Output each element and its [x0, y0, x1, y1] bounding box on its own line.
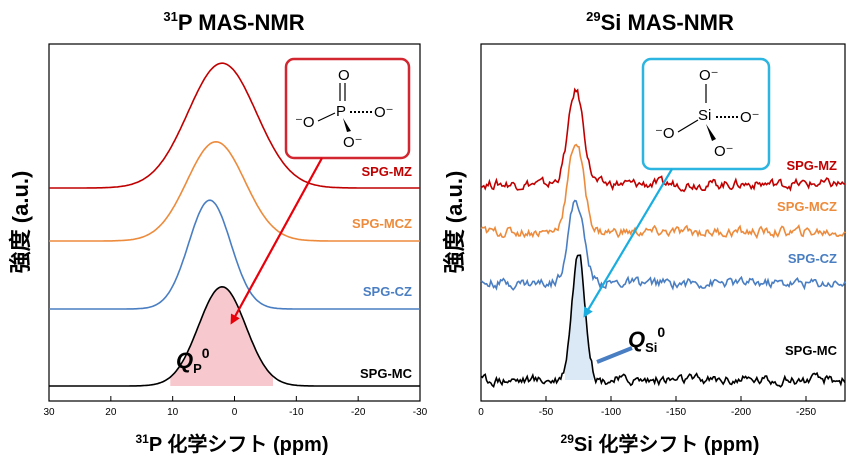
title-31p: 31P MAS-NMR — [163, 9, 304, 35]
atom-o-bottom-p: O⁻ — [343, 134, 363, 151]
series-label: SPG-MC — [785, 343, 838, 358]
series-label: SPG-CZ — [788, 251, 837, 266]
xlabel-29si: 29Si 化学シフト (ppm) — [561, 432, 760, 456]
bond-wedge-p — [343, 118, 351, 132]
x-ticks-31p: 30 20 10 0 -10 -20 -30 — [43, 396, 428, 418]
peak-fill — [565, 255, 593, 380]
series-label: SPG-CZ — [363, 284, 412, 299]
qsi0-label: QSi0 — [628, 324, 665, 355]
curves-29si: SPG-MZ SPG-MCZ SPG-CZ SPG-MC — [480, 87, 846, 389]
x-tick-label: 0 — [478, 407, 484, 418]
qp0-label: QP0 — [176, 345, 210, 376]
x-tick-label: -20 — [351, 407, 366, 418]
xlabel-31p: 31P 化学シフト (ppm) — [136, 432, 329, 456]
series-line-spg-mz — [49, 62, 420, 189]
peak-fill — [170, 286, 274, 386]
x-tick-label: -150 — [666, 407, 686, 418]
series-label: SPG-MCZ — [777, 199, 837, 214]
x-tick-label: -10 — [289, 407, 304, 418]
ylabel-31p: 強度 (a.u.) — [8, 171, 33, 274]
panel-29si: 29Si MAS-NMR 0 -50 -100 -150 -200 -250 SPG-MZ… — [442, 9, 846, 456]
x-tick-label: -50 — [539, 407, 554, 418]
series-line-spg-mc — [49, 285, 420, 387]
arrow-phosphate — [230, 157, 323, 325]
atom-o-right-p: O⁻ — [374, 104, 394, 121]
panel-31p: 31P MAS-NMR 30 20 10 0 -10 -20 -30 SPG-MZSPG-M… — [8, 9, 428, 456]
arrows — [230, 157, 673, 325]
atom-o-left-p: ⁻O — [295, 114, 315, 131]
x-tick-label: 10 — [167, 407, 179, 418]
x-tick-label: -30 — [413, 407, 428, 418]
x-tick-label: 30 — [43, 407, 55, 418]
curves-31p: SPG-MZ SPG-MCZ SPG-CZ SPG-MC — [49, 62, 420, 387]
phosphate-box — [284, 57, 411, 160]
title-29si: 29Si MAS-NMR — [586, 9, 734, 35]
series-line-spg-cz — [480, 199, 846, 291]
x-tick-label: 0 — [232, 407, 238, 418]
series-label: SPG-MZ — [786, 158, 837, 173]
ylabel-29si: 強度 (a.u.) — [442, 171, 467, 274]
qsi0-pointer — [596, 346, 633, 364]
bond-wedge-si — [706, 124, 716, 141]
x-tick-label: -250 — [796, 407, 816, 418]
x-tick-label: 20 — [105, 407, 117, 418]
series-line-spg-mc — [480, 254, 846, 389]
atom-o-right-si: O⁻ — [740, 109, 760, 126]
atom-si: Si — [698, 107, 711, 124]
bond-left-si — [677, 119, 699, 133]
plot-frame-29si — [480, 43, 846, 402]
x-tick-label: -200 — [731, 407, 751, 418]
x-ticks-29si: 0 -50 -100 -150 -200 -250 — [478, 396, 816, 418]
atom-o-top-si: O⁻ — [699, 67, 719, 84]
atom-p: P — [336, 103, 346, 120]
arrow-silicate — [583, 168, 673, 318]
series-line-spg-mcz — [49, 140, 420, 242]
atom-o-top-p: O — [338, 67, 350, 84]
series-line-spg-cz — [49, 199, 420, 310]
x-tick-label: -100 — [601, 407, 621, 418]
atom-o-bottom-si: O⁻ — [714, 143, 734, 160]
bond-left-p — [317, 112, 336, 122]
silicate-structure: O⁻ Si ⁻O O⁻ O⁻ — [641, 57, 771, 171]
series-label: SPG-MCZ — [352, 216, 412, 231]
series-label: SPG-MZ — [361, 164, 412, 179]
phosphate-structure: O P ⁻O O⁻ O⁻ — [284, 57, 411, 160]
series-line-spg-mcz — [480, 143, 846, 240]
atom-o-left-si: ⁻O — [655, 125, 675, 142]
silicate-box — [641, 57, 771, 171]
series-label: SPG-MC — [360, 366, 413, 381]
